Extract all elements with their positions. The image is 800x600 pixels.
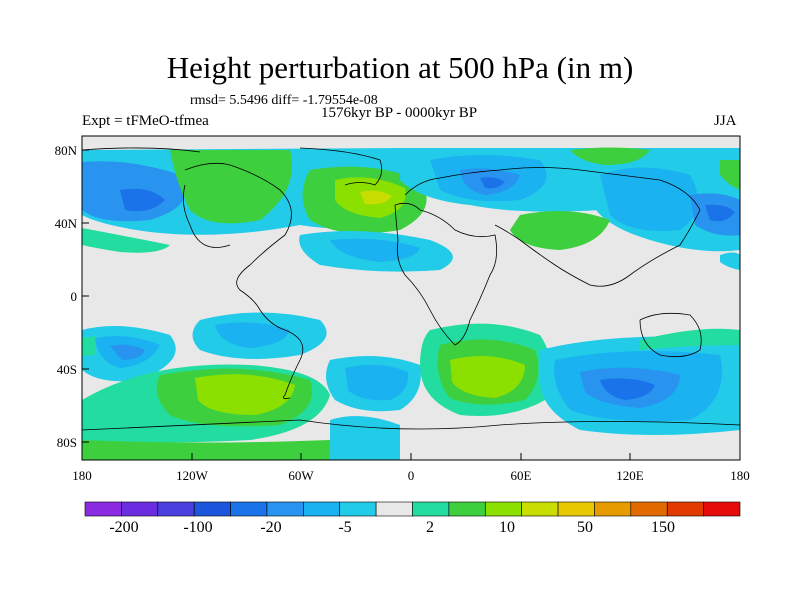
colorbar-swatch xyxy=(303,501,341,517)
contour-band-blue xyxy=(345,364,409,401)
colorbar-swatch xyxy=(266,501,304,517)
contour-band-teal xyxy=(82,336,95,356)
lat-label: 80N xyxy=(55,143,78,158)
period-label: 1576kyr BP - 0000kyr BP xyxy=(321,105,478,121)
colorbar-label: 150 xyxy=(651,519,675,536)
colorbar-labels: -200 -100 -20 -5 2 10 50 150 xyxy=(109,519,675,536)
contour-band-yellow xyxy=(360,190,392,205)
lat-label: 0 xyxy=(71,289,78,304)
north-america-west-coast xyxy=(182,184,231,248)
contour-band-green xyxy=(570,147,650,165)
colorbar-label: 50 xyxy=(577,519,593,536)
lon-label: 0 xyxy=(408,468,415,483)
colorbar-swatch xyxy=(630,501,668,517)
lat-label: 40S xyxy=(57,362,77,377)
colorbar-swatch xyxy=(193,501,231,517)
colorbar-swatch xyxy=(484,501,522,517)
contour-band-cyan xyxy=(720,252,740,270)
latitude-axis: 80N 40N 0 40S 80S xyxy=(55,143,89,450)
colorbar-label: 2 xyxy=(426,519,434,536)
stats-line: rmsd= 5.5496 diff= -1.79554e-08 xyxy=(190,93,378,108)
colorbar-swatch xyxy=(557,501,595,517)
colorbar-swatch xyxy=(339,501,377,517)
contour-band-green xyxy=(170,150,292,224)
lat-label: 40N xyxy=(55,216,78,231)
africa-coastline xyxy=(394,202,498,346)
contour-band-teal xyxy=(640,328,740,350)
colorbar-swatch xyxy=(412,501,450,517)
contour-band-dark-blue xyxy=(480,177,505,189)
coastlines xyxy=(82,147,740,431)
south-america-tip xyxy=(282,394,291,399)
colorbar-swatch xyxy=(157,501,195,517)
season-label: JJA xyxy=(714,113,737,129)
americas-coastline xyxy=(184,162,304,396)
contour-band-cyan xyxy=(330,416,400,460)
colorbar-swatch xyxy=(375,501,413,517)
colorbar-label: -5 xyxy=(338,519,351,536)
lon-label: 120W xyxy=(176,468,209,483)
colorbar-label: -20 xyxy=(260,519,281,536)
contour-band-teal xyxy=(82,228,170,253)
lon-label: 60E xyxy=(511,468,532,483)
contour-band-green xyxy=(510,211,610,250)
longitude-axis: 180 120W 60W 0 60E 120E 180 xyxy=(72,453,750,483)
lon-label: 60W xyxy=(288,468,314,483)
colorbar-swatch xyxy=(703,501,741,517)
lat-label: 80S xyxy=(57,435,77,450)
australia-coastline xyxy=(639,312,702,358)
contour-band-yellow-green xyxy=(450,356,525,398)
arctic-coastline xyxy=(82,147,201,153)
colorbar-label: -200 xyxy=(109,519,138,536)
colorbar-swatch xyxy=(121,501,159,517)
colorbar-swatch xyxy=(594,501,632,517)
contour-field xyxy=(82,136,740,460)
contour-band-blue xyxy=(215,322,290,348)
contour-band-blue xyxy=(110,344,145,360)
experiment-label: Expt = tFMeO-tfmea xyxy=(82,113,209,129)
colorbar-swatch xyxy=(521,501,559,517)
contour-band-yellow-green xyxy=(195,374,295,415)
contour-band-green xyxy=(720,160,740,190)
colorbar-label: 10 xyxy=(499,519,515,536)
lon-label: 180 xyxy=(730,468,750,483)
lon-label: 180 xyxy=(72,468,92,483)
colorbar-swatch xyxy=(448,501,486,517)
colorbar xyxy=(84,501,741,517)
contour-band-blue xyxy=(600,167,698,231)
colorbar-swatch xyxy=(230,501,268,517)
contour-band-dark-blue xyxy=(120,188,165,212)
contour-band-dark-blue xyxy=(600,378,655,400)
colorbar-swatch xyxy=(666,501,704,517)
eurasia-coastline xyxy=(404,167,701,287)
contour-band-dark-blue xyxy=(705,204,735,222)
antarctica-coastline xyxy=(82,419,740,431)
colorbar-label: -100 xyxy=(183,519,212,536)
greenland-coastline xyxy=(299,147,383,186)
colorbar-swatch xyxy=(84,501,122,517)
lon-label: 120E xyxy=(616,468,644,483)
contour-band-green xyxy=(82,440,330,460)
plot-title: Height perturbation at 500 hPa (in m) xyxy=(166,50,634,85)
